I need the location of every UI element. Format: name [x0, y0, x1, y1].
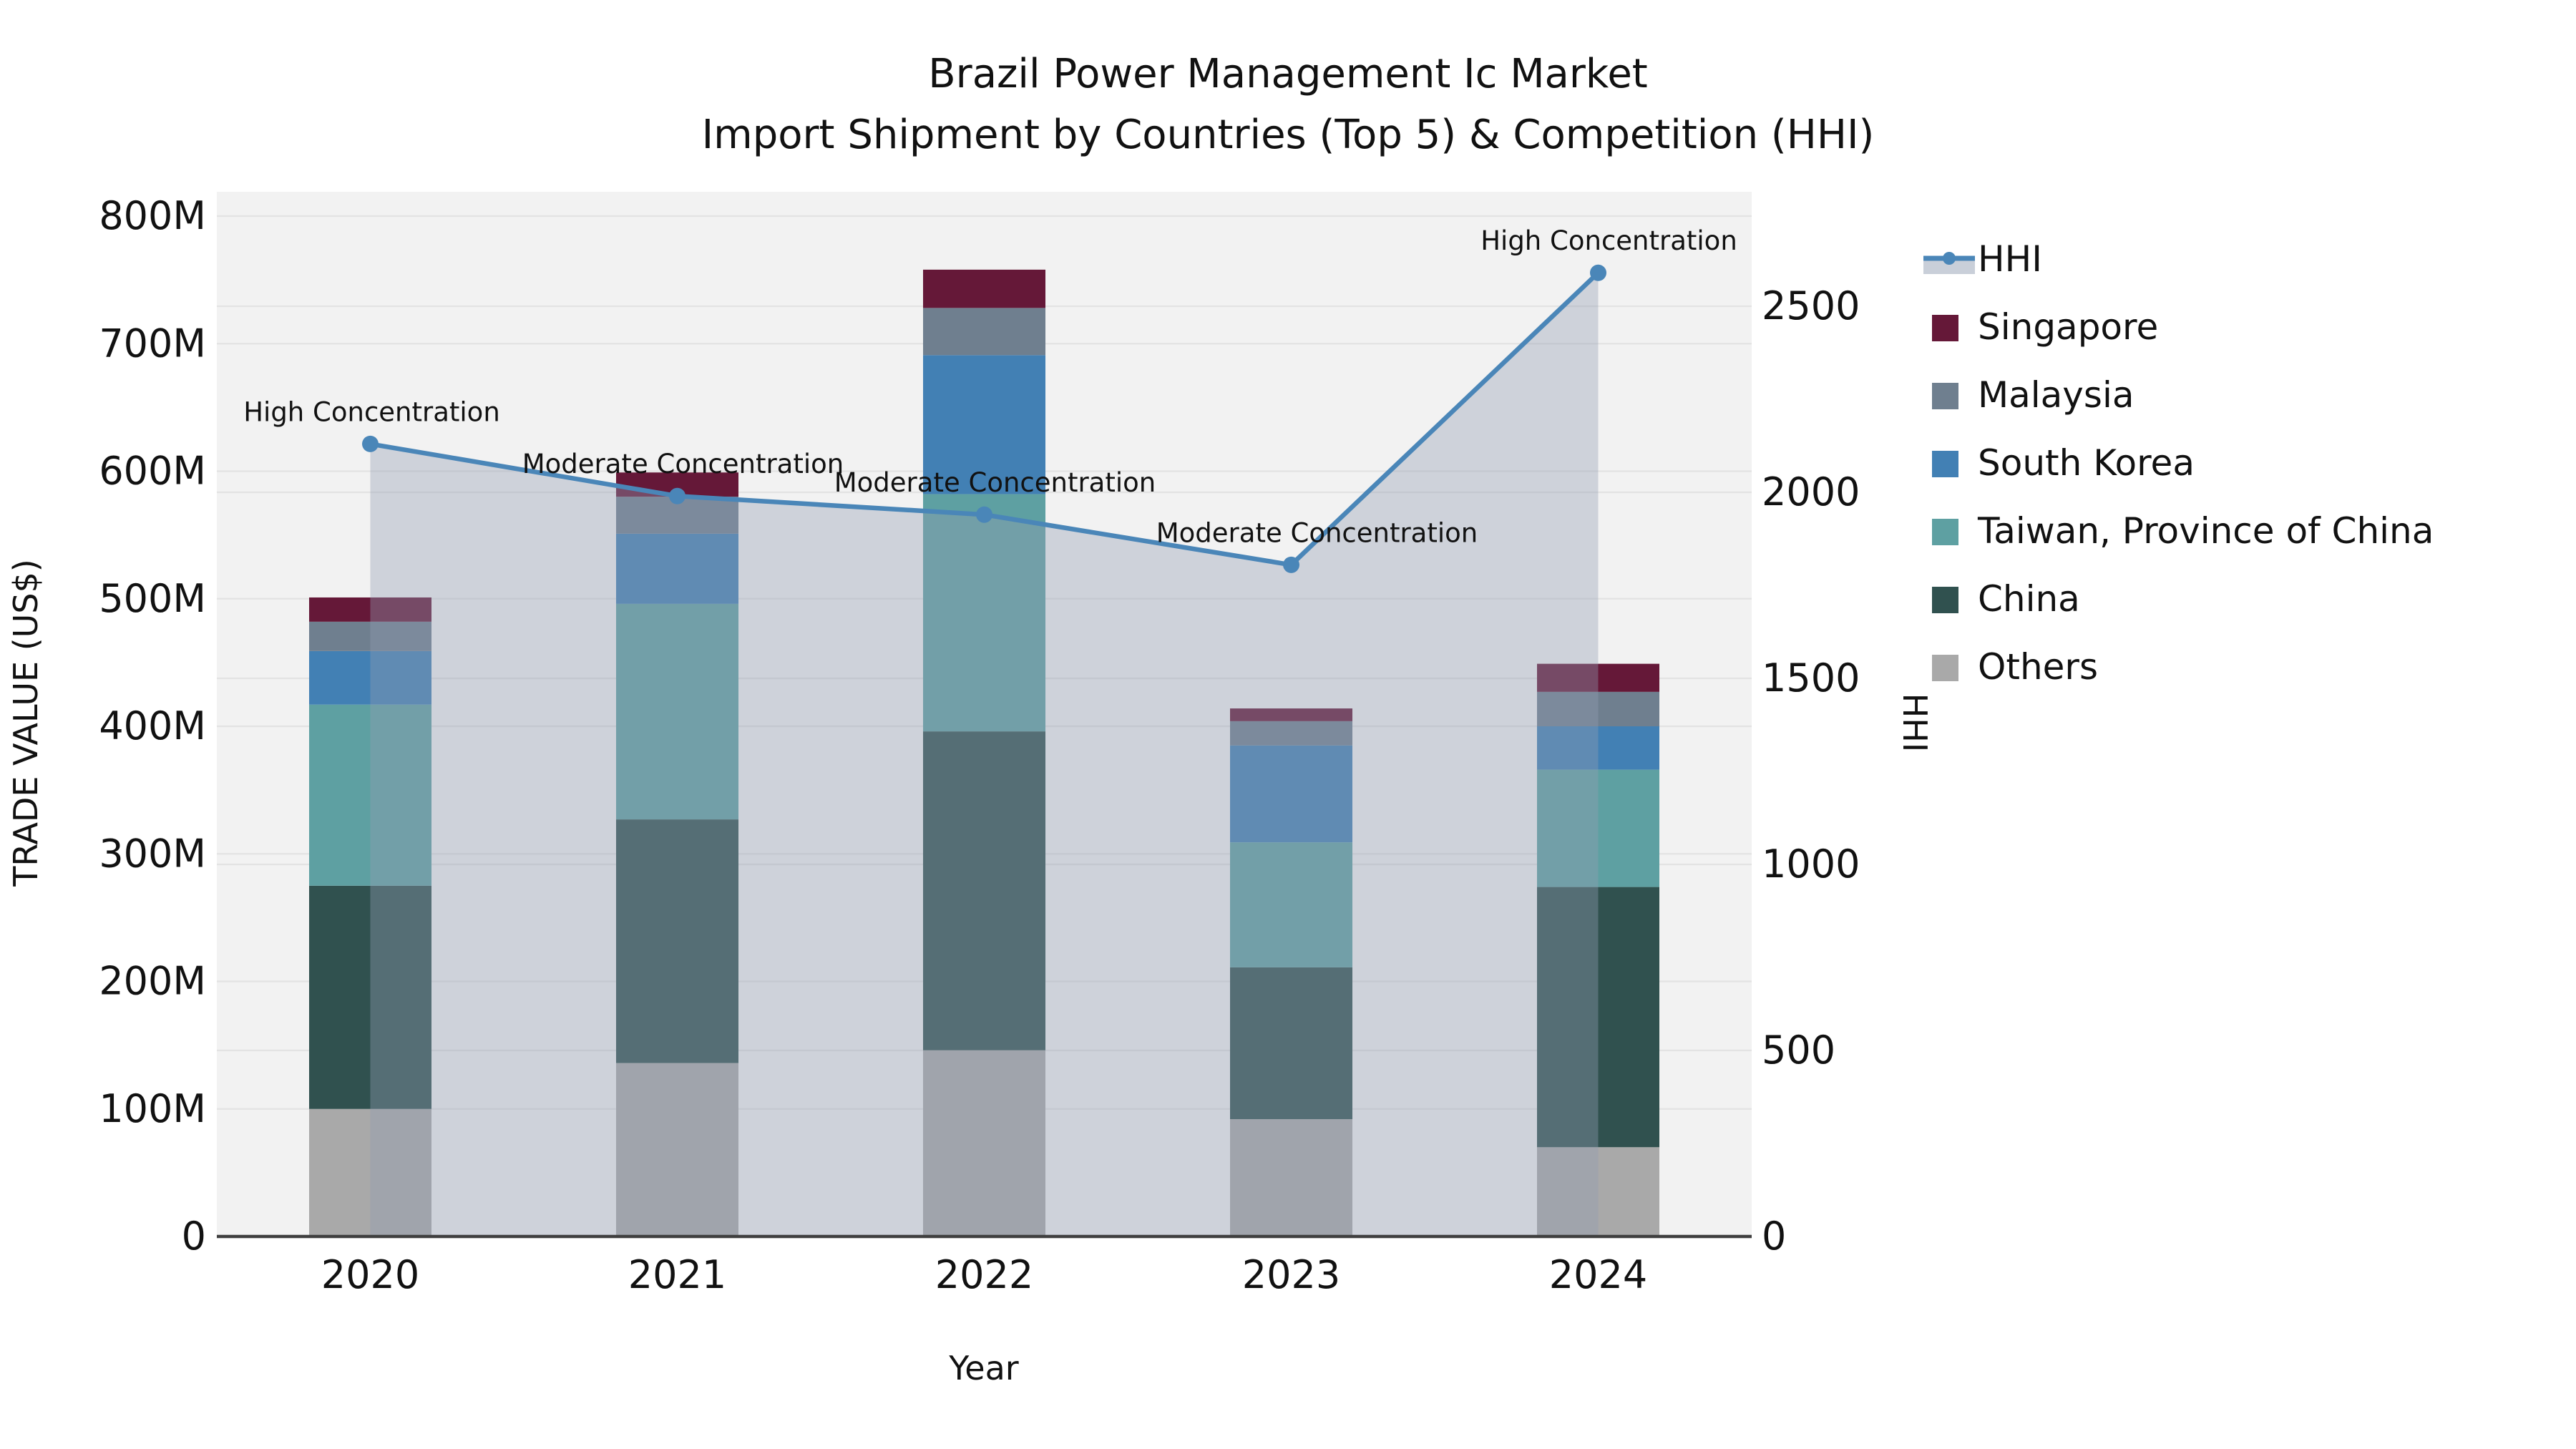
bar-segment-2024-others	[1537, 1147, 1659, 1236]
y-right-tick-500: 500	[1762, 1028, 1835, 1073]
bar-segment-2020-malaysia	[309, 621, 431, 651]
y-right-tick-1500: 1500	[1762, 655, 1860, 701]
x-tick-2022: 2022	[935, 1252, 1033, 1297]
legend-item-hhi: HHI	[1923, 238, 2042, 280]
y-right-tick-0: 0	[1762, 1214, 1786, 1259]
bar-segment-2021-others	[616, 1063, 738, 1236]
hhi-annotation-2023: Moderate Concentration	[1156, 517, 1478, 548]
bar-segment-2020-singapore	[309, 597, 431, 622]
legend-swatch-taiwan-province-of-china	[1932, 519, 1958, 545]
bar-segment-2024-malaysia	[1537, 691, 1659, 726]
legend-swatch-malaysia	[1932, 383, 1958, 409]
bar-segment-2021-south-korea	[616, 533, 738, 604]
legend-label-south-korea: South Korea	[1978, 442, 2195, 484]
y-left-tick-800M: 800M	[99, 193, 206, 238]
bar-segment-2024-singapore	[1537, 663, 1659, 692]
bar-segment-2023-malaysia	[1230, 721, 1352, 746]
legend-label-others: Others	[1978, 646, 2098, 688]
chart-title-line2: Import Shipment by Countries (Top 5) & C…	[702, 112, 1875, 158]
bar-segment-2024-south-korea	[1537, 726, 1659, 770]
bar-segment-2022-south-korea	[923, 355, 1045, 494]
bar-segment-2022-malaysia	[923, 308, 1045, 356]
legend-swatch-china	[1932, 587, 1958, 613]
y-left-tick-300M: 300M	[99, 831, 206, 876]
bar-segment-2023-others	[1230, 1119, 1352, 1236]
y-left-tick-600M: 600M	[99, 449, 206, 494]
hhi-annotation-2022: Moderate Concentration	[834, 467, 1156, 498]
legend-item-malaysia: Malaysia	[1932, 374, 2134, 416]
y-left-tick-0: 0	[182, 1214, 206, 1259]
bar-segment-2022-taiwan-province-of-china	[923, 494, 1045, 732]
bar-segment-2020-taiwan-province-of-china	[309, 704, 431, 886]
hhi-point-2024	[1590, 264, 1606, 281]
y-left-axis-title: TRADE VALUE (US$)	[6, 559, 45, 887]
bar-segment-2020-south-korea	[309, 650, 431, 705]
legend-swatch-south-korea	[1932, 451, 1958, 477]
legend-label-singapore: Singapore	[1978, 306, 2158, 348]
bar-segment-2022-singapore	[923, 269, 1045, 308]
bar-segment-2021-taiwan-province-of-china	[616, 603, 738, 820]
bar-segment-2022-china	[923, 731, 1045, 1050]
x-tick-2021: 2021	[628, 1252, 726, 1297]
legend-swatch-singapore	[1932, 315, 1958, 341]
y-left-tick-400M: 400M	[99, 703, 206, 748]
x-tick-2020: 2020	[321, 1252, 419, 1297]
y-right-tick-2500: 2500	[1762, 283, 1860, 328]
y-left-tick-700M: 700M	[99, 321, 206, 366]
legend-hhi-marker	[1943, 252, 1956, 265]
bar-segment-2023-china	[1230, 967, 1352, 1120]
y-right-axis-title: HHI	[1896, 693, 1934, 753]
bar-segment-2024-taiwan-province-of-china	[1537, 769, 1659, 887]
bar-segment-2024-china	[1537, 887, 1659, 1148]
bar-segment-2021-china	[616, 819, 738, 1063]
x-axis-title: Year	[948, 1349, 1018, 1387]
hhi-annotation-2020: High Concentration	[243, 396, 500, 427]
legend-item-taiwan-province-of-china: Taiwan, Province of China	[1932, 510, 2434, 552]
bar-segment-2023-singapore	[1230, 708, 1352, 721]
x-tick-2023: 2023	[1242, 1252, 1340, 1297]
y-left-tick-500M: 500M	[99, 576, 206, 621]
bar-segment-2023-taiwan-province-of-china	[1230, 842, 1352, 967]
y-left-tick-100M: 100M	[99, 1086, 206, 1131]
legend-item-singapore: Singapore	[1932, 306, 2158, 348]
hhi-annotation-2021: Moderate Concentration	[522, 449, 844, 479]
legend-label-malaysia: Malaysia	[1978, 374, 2134, 416]
bar-segment-2023-south-korea	[1230, 745, 1352, 843]
legend-item-south-korea: South Korea	[1932, 442, 2195, 484]
hhi-annotation-2024: High Concentration	[1480, 225, 1737, 256]
hhi-point-2020	[362, 435, 379, 452]
legend-label-taiwan-province-of-china: Taiwan, Province of China	[1977, 510, 2434, 552]
y-right-tick-1000: 1000	[1762, 841, 1860, 887]
bar-segment-2022-others	[923, 1050, 1045, 1236]
hhi-point-2021	[669, 487, 686, 504]
legend-swatch-others	[1932, 655, 1958, 681]
bar-segment-2020-others	[309, 1108, 431, 1236]
legend-label-hhi: HHI	[1978, 238, 2042, 280]
chart-title-line1: Brazil Power Management Ic Market	[928, 51, 1647, 97]
legend-item-china: China	[1932, 578, 2080, 620]
hhi-point-2022	[976, 506, 992, 523]
legend-item-others: Others	[1932, 646, 2098, 688]
y-left-tick-200M: 200M	[99, 959, 206, 1004]
bar-segment-2020-china	[309, 885, 431, 1109]
x-tick-2024: 2024	[1549, 1252, 1647, 1297]
y-right-tick-2000: 2000	[1762, 469, 1860, 514]
legend-label-china: China	[1978, 578, 2080, 620]
hhi-point-2023	[1283, 556, 1299, 573]
hhi-area-fill	[370, 273, 1599, 1237]
